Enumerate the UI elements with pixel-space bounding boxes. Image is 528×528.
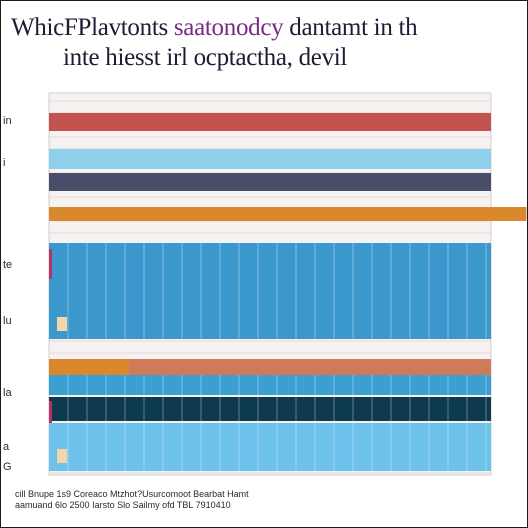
legend-marker <box>57 317 67 331</box>
bar-band-lead <box>49 359 129 375</box>
y-tick-label: te <box>3 259 13 271</box>
y-tick-label: la <box>3 387 12 399</box>
title-part-2: saatonodcy <box>173 14 284 41</box>
y-tick-label: a <box>3 441 10 453</box>
footnote-line-1: cill Bnupe 1s9 Coreaco Mtzhot?Usurcomoot… <box>15 489 249 499</box>
y-tick-label <box>3 213 33 229</box>
axis-accent-mark <box>49 249 52 279</box>
source-footnote: cill Bnupe 1s9 Coreaco Mtzhot?Usurcomoot… <box>15 489 515 511</box>
title-part-1: WhicFPlavtonts <box>11 14 168 41</box>
bar-band <box>49 243 491 339</box>
chart-title: WhicFPlavtonts saatonodcy dantamt in th … <box>11 13 521 73</box>
y-tick-label: lu <box>3 315 12 327</box>
title-line-2: inte hiesst irl ocptactha, devil <box>63 44 348 71</box>
y-tick-label: G <box>3 461 12 473</box>
bar-band <box>49 173 491 191</box>
y-tick-label: in <box>3 115 12 127</box>
bar-band <box>49 149 491 169</box>
bar-band <box>49 113 491 131</box>
axis-accent-mark <box>49 401 52 423</box>
bar-band <box>49 359 491 375</box>
footnote-line-2: aamuand 6lo 2500 Iarsto Slo Sailmy ofd T… <box>15 500 231 510</box>
bar-band <box>49 207 527 221</box>
y-tick-label: i <box>3 157 6 169</box>
bar-band <box>49 423 491 471</box>
bar-band <box>49 375 491 395</box>
legend-marker <box>57 449 67 463</box>
title-part-3: dantamt in th <box>289 14 418 41</box>
bar-band <box>49 397 491 421</box>
